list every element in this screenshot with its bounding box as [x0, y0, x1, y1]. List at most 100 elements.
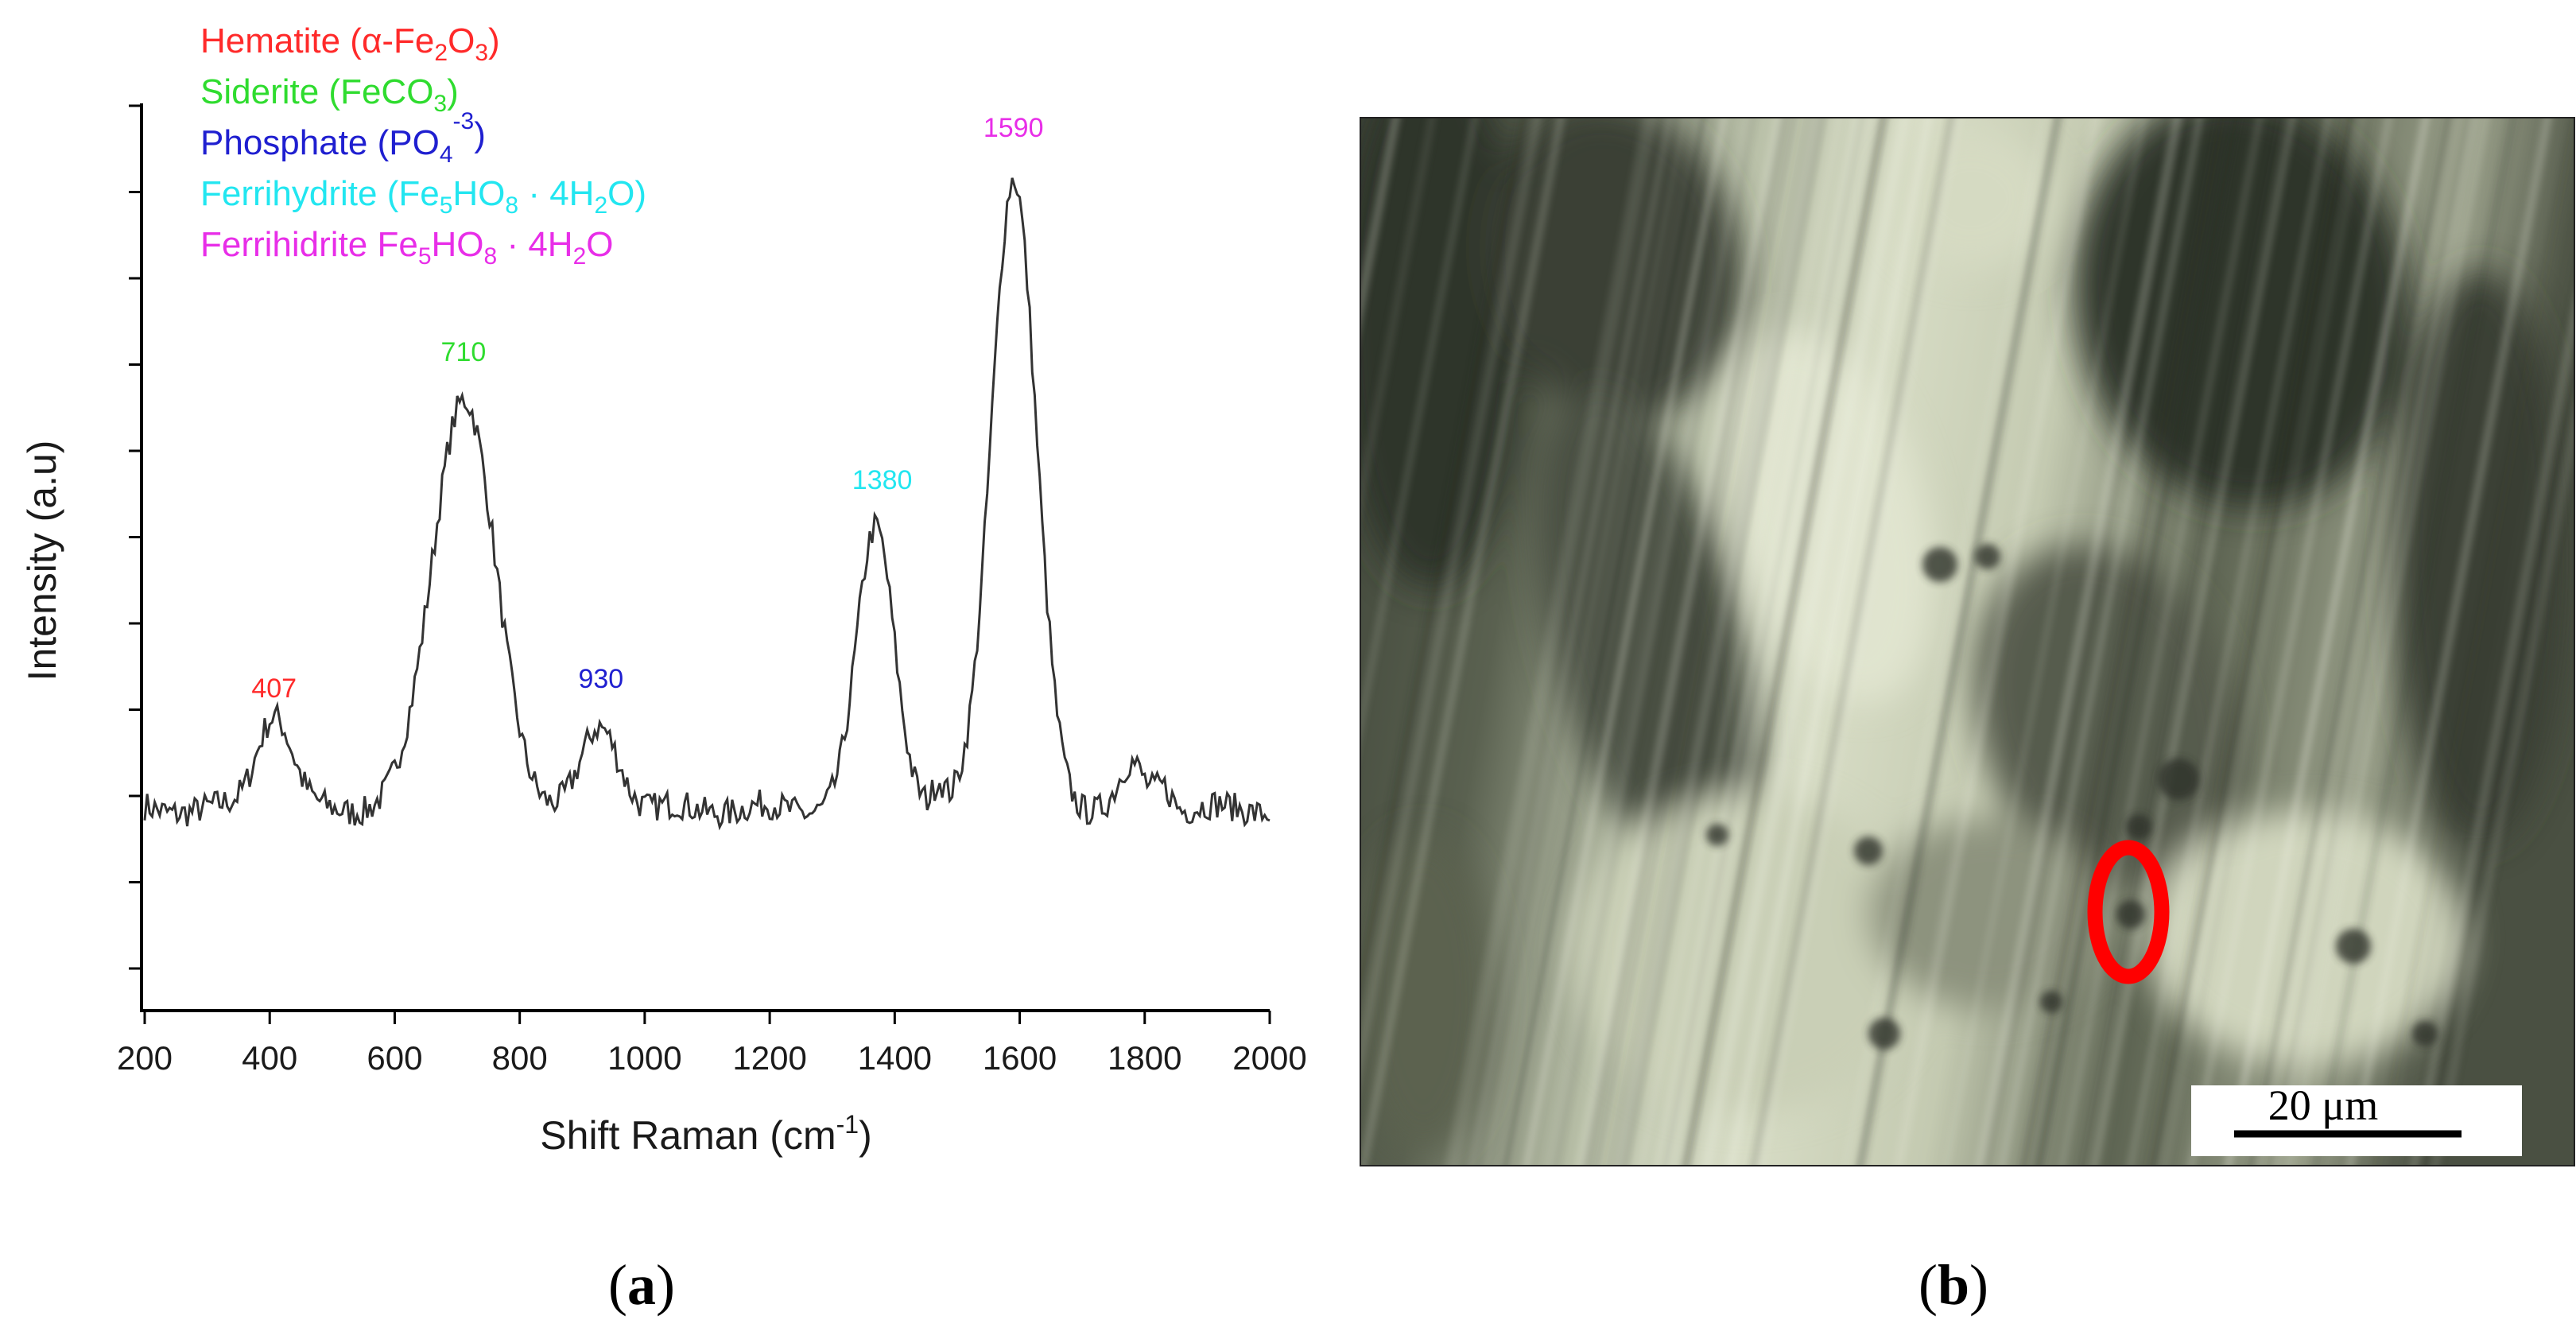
legend-entry-part: 8 [484, 243, 498, 270]
micrograph-streak [2249, 118, 2453, 1166]
peak-label: 930 [578, 664, 623, 694]
legend-entry-part: ) [488, 21, 500, 60]
x-axis-label: Shift Raman (cm-1) [540, 1110, 871, 1158]
micrograph-streak [2411, 300, 2574, 1166]
legend-entry-part: HO [432, 225, 484, 264]
micrograph-streak [2092, 118, 2295, 1166]
micrograph-streak [1639, 118, 1841, 1166]
micrograph-streak [1105, 95, 1312, 1193]
micrograph-streak [1360, 118, 1476, 732]
micrograph-streak [1539, 118, 1740, 1166]
y-axis-label: Intensity (a.u) [20, 441, 64, 681]
legend-entry: Ferrihidrite Fe5​HO8​ · 4H2​O [200, 225, 614, 270]
caption-b: (b) [1918, 1252, 1988, 1318]
legend-entry-part: Siderite (FeCO [200, 72, 433, 111]
x-tick-label: 1400 [858, 1039, 932, 1077]
legend-entry-part: 2 [573, 243, 587, 270]
legend-entry-part: 3 [475, 40, 488, 66]
legend-entry-part: 2 [594, 192, 607, 219]
micrograph-streak [1360, 118, 1399, 320]
legend-entry: Phosphate (PO4​-3​) [200, 108, 486, 168]
x-ticks: 200 400 600 800 1000 1200 1400 1600 1800 2000 [117, 1011, 1307, 1077]
x-tick-label: 1600 [983, 1039, 1057, 1077]
legend-entry-part: 5 [418, 243, 432, 270]
x-tick-label: 1200 [732, 1039, 806, 1077]
micrograph-streak [1686, 118, 1888, 1166]
micrograph-streak [2346, 118, 2550, 1166]
micrograph-streak [1139, 95, 1345, 1193]
raman-spectrum-chart: Hematite (α-Fe2​O3​)Siderite (FeCO3​)Pho… [20, 21, 1307, 1158]
micrograph-streak [1360, 118, 1526, 993]
micrograph-streak [2269, 118, 2472, 1166]
micrograph-streak [1999, 118, 2203, 1166]
legend-entry-part: 4 [440, 142, 453, 168]
micrograph-streak [1724, 118, 1924, 1166]
micrograph-streak [1861, 118, 2062, 1166]
micrograph-streak [2035, 118, 2240, 1166]
caption-a-open: ( [608, 1253, 627, 1317]
micrograph-streak [1360, 118, 1544, 1092]
micrograph-streak [2081, 118, 2283, 1166]
micrograph-streak [1446, 118, 1648, 1166]
micrograph-streak [1670, 118, 1873, 1166]
micrograph-streak [1844, 118, 2045, 1166]
legend-entry-part: ) [447, 72, 459, 111]
micrograph-streak [1360, 118, 1539, 1067]
micrograph-streak [1360, 118, 1434, 509]
micrograph-streak [1512, 118, 1713, 1166]
micrograph-streak [1667, 118, 1868, 1166]
micrograph-streak [1708, 118, 1911, 1166]
micrograph-streak [2128, 118, 2330, 1166]
caption-b-letter: b [1937, 1253, 1970, 1317]
scale-bar-label: 20 μm [2268, 1081, 2378, 1129]
caption-b-open: ( [1918, 1253, 1938, 1317]
micrograph-streak [1728, 118, 1933, 1166]
micrograph-streak [2151, 118, 2354, 1166]
micrograph-streak [1577, 118, 1780, 1166]
x-axis-label-end: ) [859, 1113, 872, 1158]
micrograph-streak [1555, 118, 1755, 1166]
micrograph-streak [1584, 118, 1787, 1166]
micrograph-streak [1682, 118, 1884, 1166]
micrograph-streak [1613, 118, 1816, 1166]
micrograph-streak [1550, 118, 1752, 1166]
micrograph-streak [2427, 382, 2574, 1166]
legend-entry-part: O [448, 21, 475, 60]
micrograph-streak [2275, 118, 2476, 1166]
legend-entry-part: Ferrihidrite Fe [200, 225, 418, 264]
caption-a-letter: a [627, 1253, 656, 1317]
micrograph-streak [2145, 118, 2346, 1166]
micrograph-streak [1123, 95, 1330, 1193]
micrograph-streak [1655, 118, 1856, 1166]
legend-entry-part: O [586, 225, 613, 264]
legend-entry-part: Hematite (α-Fe [200, 21, 434, 60]
legend-entry-part: · 4H [518, 174, 594, 213]
micrograph-streak [2163, 118, 2364, 1166]
micrograph-streak [1892, 118, 2095, 1166]
micrograph-streak [1983, 118, 2186, 1166]
peak-label: 407 [251, 673, 297, 704]
caption-a-close: ) [655, 1253, 675, 1317]
micrograph-streak [1471, 118, 1672, 1166]
micrograph-streak [1547, 118, 1750, 1166]
micrograph-streak [2376, 118, 2574, 1166]
micrograph-streak [1469, 118, 1670, 1166]
peak-label: 1590 [983, 113, 1044, 143]
micrograph-streak [1484, 118, 1686, 1166]
micrograph-streak [1898, 118, 2100, 1166]
micrograph-streak [1147, 95, 1354, 1193]
micrograph-streak [2312, 118, 2517, 1166]
micrograph-streak [1660, 118, 1860, 1166]
micrograph-streak [2260, 118, 2459, 1166]
micrograph-streak [1701, 118, 1906, 1166]
micrograph-streak [2285, 118, 2489, 1166]
region-of-interest-marker [2087, 840, 2170, 984]
legend-entry-part: -3 [453, 108, 475, 134]
micrograph-streak [1857, 118, 2061, 1166]
legend-entry-part: 3 [433, 91, 447, 117]
x-axis-label-unit-exponent: -1 [836, 1110, 859, 1139]
micrograph-streak [1496, 118, 1696, 1166]
caption-a: (a) [608, 1252, 675, 1318]
micrograph-streaks [1105, 95, 2574, 1193]
